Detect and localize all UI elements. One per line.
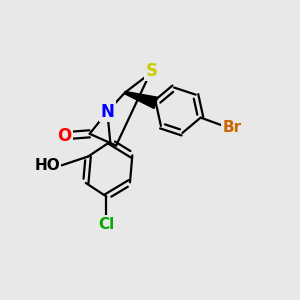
Text: HO: HO: [34, 158, 60, 173]
Text: N: N: [100, 103, 114, 121]
Text: S: S: [146, 62, 158, 80]
Text: Cl: Cl: [98, 217, 115, 232]
Text: Br: Br: [222, 119, 242, 134]
Text: O: O: [58, 127, 72, 145]
Polygon shape: [124, 92, 158, 109]
